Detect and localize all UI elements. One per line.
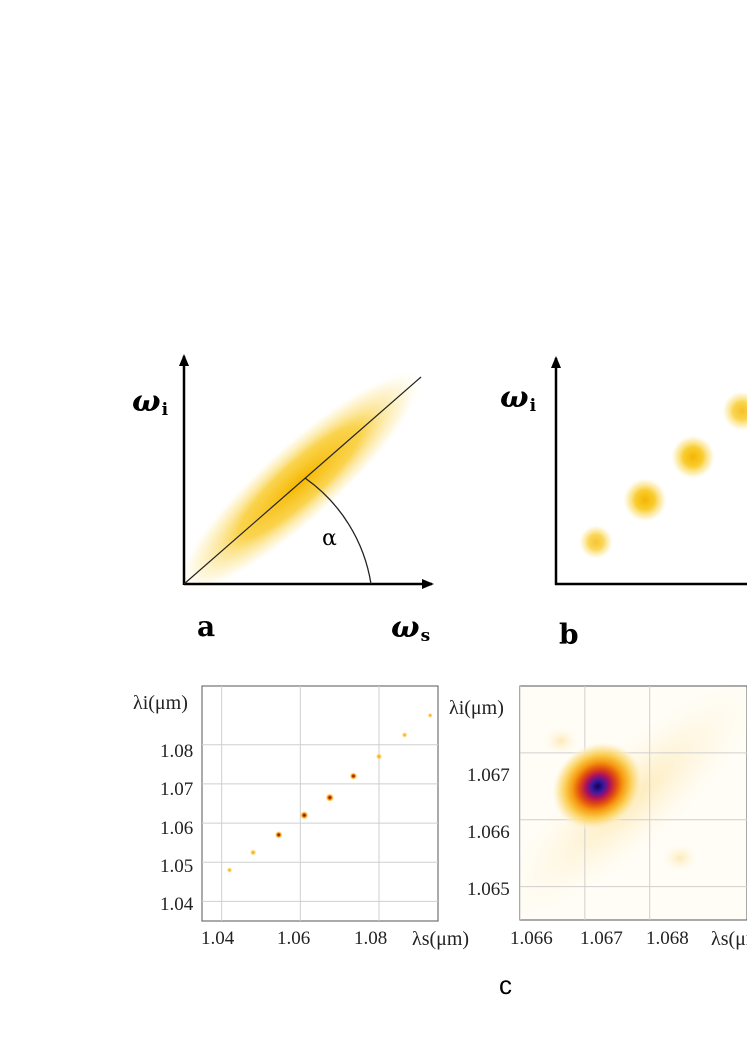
panel-b xyxy=(551,356,747,586)
scatter-x-tick: 1.08 xyxy=(354,928,388,949)
heatmap-x-label: λs(μm) xyxy=(711,928,747,950)
panel-b-letter: b xyxy=(559,618,579,651)
scatter-y-tick: 1.04 xyxy=(160,894,194,915)
heatmap-y-tick: 1.066 xyxy=(467,822,510,843)
scatter-point xyxy=(249,849,257,856)
panel-c-letter: c xyxy=(499,970,512,1000)
panel-a xyxy=(178,354,434,593)
scatter-x-tick: 1.06 xyxy=(277,928,311,949)
scatter-x-tick: 1.04 xyxy=(201,928,235,949)
panel-a-x-label: ωs xyxy=(391,610,431,646)
heatmap-x-tick: 1.067 xyxy=(580,928,623,949)
scatter-plot-frame xyxy=(201,685,439,922)
scatter-y-tick: 1.06 xyxy=(160,818,194,839)
panel-a-letter: a xyxy=(197,610,216,643)
scatter-y-tick: 1.07 xyxy=(160,779,194,800)
heatmap-plot xyxy=(519,685,747,921)
scatter-points xyxy=(226,712,433,873)
scatter-x-label: λs(μm) xyxy=(412,928,470,950)
spectral-mode-3 xyxy=(671,435,715,479)
heatmap-y-tick: 1.065 xyxy=(467,879,510,900)
scatter-point xyxy=(401,732,408,738)
scatter-point xyxy=(427,712,433,718)
angle-arc xyxy=(304,477,372,585)
scatter-y-label: λi(μm) xyxy=(133,692,188,714)
spectral-mode-1 xyxy=(579,525,613,559)
scatter-y-tick: 1.05 xyxy=(160,856,194,877)
correlation-line xyxy=(183,376,422,585)
heatmap-side-lobe-2 xyxy=(662,844,698,872)
spectral-mode-4 xyxy=(722,391,747,431)
scatter-point xyxy=(300,811,309,820)
heatmap-y-label: λi(μm) xyxy=(449,697,504,719)
scatter-point xyxy=(349,772,358,780)
heatmap-x-tick: 1.066 xyxy=(510,928,553,949)
scatter-point xyxy=(226,867,233,873)
spectral-mode-2 xyxy=(623,478,667,522)
scatter-point xyxy=(325,793,335,802)
panel-b-y-label: ωi xyxy=(500,380,537,416)
scatter-point xyxy=(274,831,283,839)
heatmap-peak xyxy=(552,741,644,831)
scatter-y-tick: 1.08 xyxy=(160,741,194,762)
scatter-grid xyxy=(202,686,438,921)
scatter-point xyxy=(375,753,383,760)
heatmap-x-tick: 1.068 xyxy=(646,928,689,949)
angle-label: α xyxy=(322,526,337,551)
heatmap-y-tick: 1.067 xyxy=(467,765,510,786)
heatmap-side-lobe-1 xyxy=(543,727,579,755)
panel-a-y-label: ωi xyxy=(132,384,169,420)
scatter-plot xyxy=(201,685,439,922)
